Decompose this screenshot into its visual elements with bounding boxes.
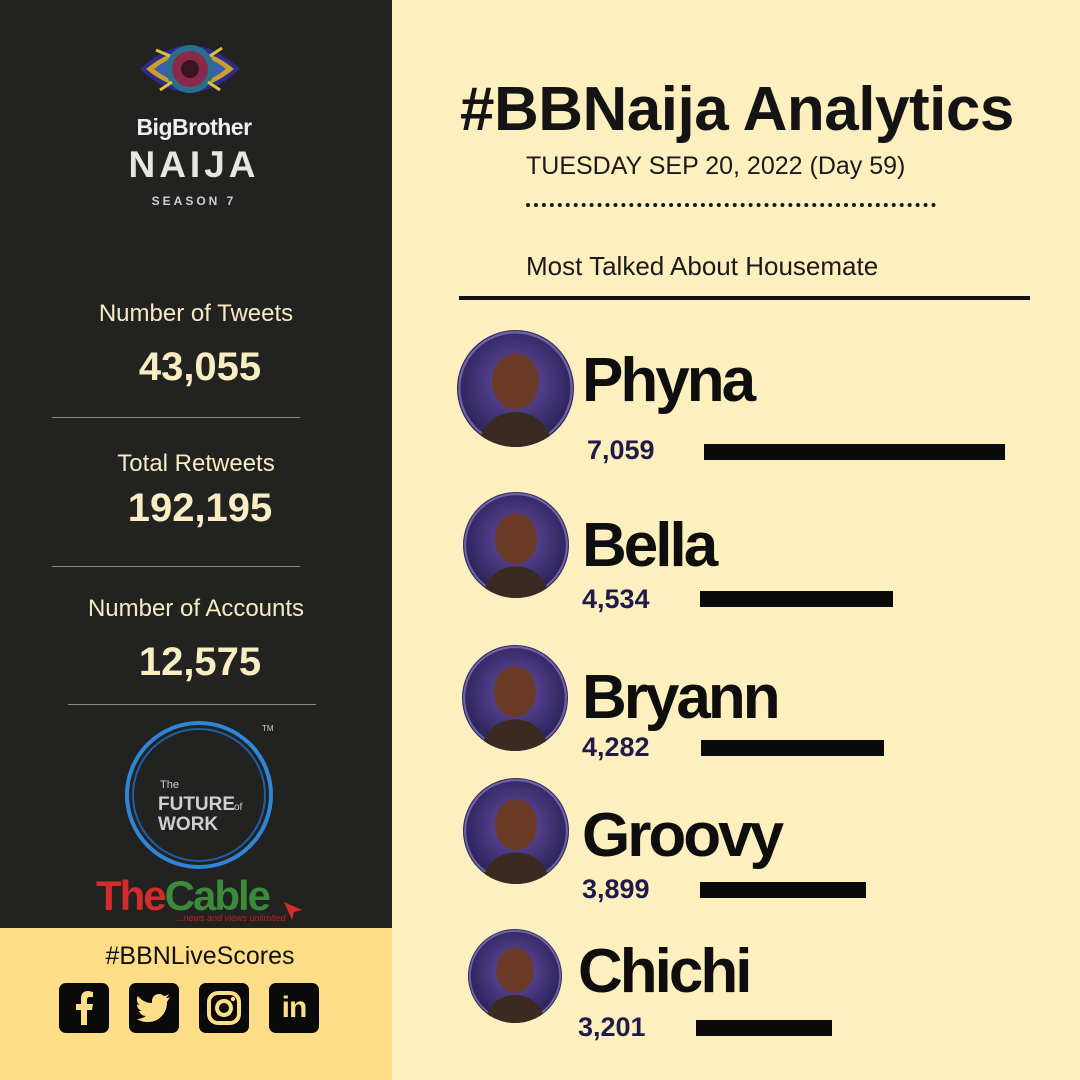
instagram-icon[interactable] — [199, 983, 249, 1033]
linkedin-icon[interactable]: in — [269, 983, 319, 1033]
avatar-groovy — [463, 778, 569, 884]
avatar-phyna — [457, 330, 574, 447]
fow-line2b: of — [234, 802, 243, 813]
divider — [52, 417, 300, 418]
page-title: #BBNaija Analytics — [460, 75, 1014, 144]
chart-title: Most Talked About Housemate — [526, 251, 879, 281]
data-label-chichi: 3,201 — [578, 1012, 646, 1042]
fow-line2: FUTURE — [158, 794, 235, 815]
avatar-chichi — [468, 929, 562, 1023]
retweets-label: Total Retweets — [117, 450, 275, 477]
bar-label-phyna: Phyna — [582, 346, 756, 415]
bar-label-bella: Bella — [582, 511, 718, 580]
tweets-value: 43,055 — [138, 345, 262, 389]
big-brother-naija-logo: BigBrother NAIJA SEASON 7 — [124, 30, 264, 215]
future-of-work-logo: The FUTURE of WORK — [125, 721, 273, 869]
twitter-icon[interactable] — [129, 983, 179, 1033]
divider — [52, 566, 300, 567]
bar-label-groovy: Groovy — [582, 801, 784, 870]
cursor-arrow-icon — [284, 902, 302, 920]
bar-bella — [700, 591, 893, 607]
linkedin-label: in — [281, 991, 308, 1024]
trademark-mark: TM — [262, 724, 274, 733]
divider — [68, 704, 316, 705]
show-name-line2: NAIJA — [128, 144, 260, 185]
sidebar: BigBrother NAIJA SEASON 7 Number of Twee… — [0, 0, 392, 928]
data-label-bryann: 4,282 — [582, 732, 650, 762]
bar-label-chichi: Chichi — [578, 937, 752, 1006]
bar-groovy — [700, 882, 866, 898]
data-label-phyna: 7,059 — [587, 435, 655, 465]
show-name-line1: BigBrother — [136, 114, 252, 140]
bar-chichi — [696, 1020, 832, 1036]
cable-tagline: ...news and views unlimited — [176, 913, 286, 923]
avatar-bella — [463, 492, 569, 598]
thecable-logo: TheCable ...news and views unlimited — [96, 872, 316, 926]
facebook-icon[interactable] — [59, 983, 109, 1033]
avatar-bryann — [462, 645, 568, 751]
accounts-label: Number of Accounts — [87, 595, 305, 622]
cable-word-cable: Cable — [164, 872, 271, 919]
accounts-value: 12,575 — [138, 640, 262, 684]
bar-bryann — [701, 740, 884, 756]
eye-icon — [140, 45, 240, 93]
data-label-groovy: 3,899 — [582, 874, 650, 904]
bar-phyna — [704, 444, 1005, 460]
chart-title-underline — [459, 296, 1030, 300]
data-label-bella: 4,534 — [582, 584, 650, 614]
tweets-label: Number of Tweets — [98, 300, 294, 327]
dotted-divider — [526, 203, 936, 207]
retweets-value: 192,195 — [127, 486, 273, 530]
cable-word-the: The — [96, 872, 167, 919]
fow-line1: The — [160, 779, 179, 791]
hashtag-label: #BBNLiveScores — [105, 942, 295, 970]
fow-line3: WORK — [158, 814, 218, 835]
bar-label-bryann: Bryann — [582, 663, 781, 732]
report-date: TUESDAY SEP 20, 2022 (Day 59) — [526, 152, 906, 180]
season-label: SEASON 7 — [151, 194, 237, 208]
